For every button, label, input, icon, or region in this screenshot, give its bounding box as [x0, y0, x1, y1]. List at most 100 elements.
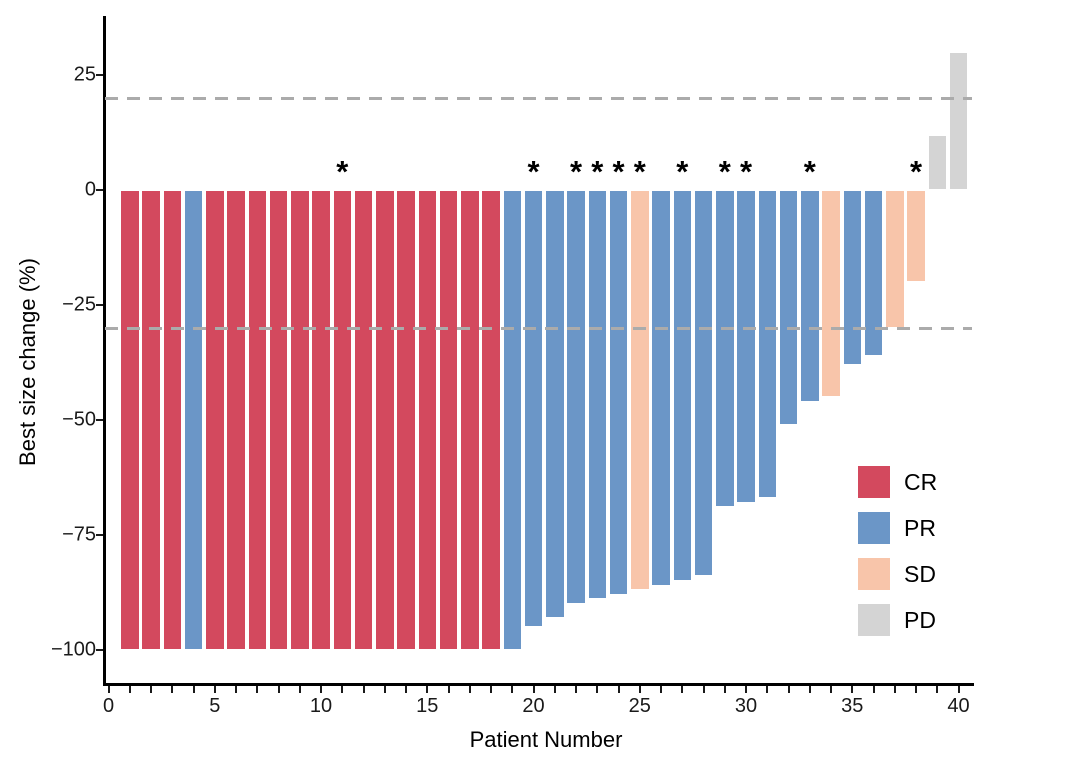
- y-tick-label: 25: [73, 63, 96, 86]
- bar-patient-33: [800, 190, 820, 402]
- x-tick: [575, 685, 577, 693]
- asterisk-marker: *: [612, 154, 625, 189]
- bar-patient-32: [778, 190, 799, 425]
- asterisk-marker: *: [633, 154, 646, 189]
- bar-patient-21: [545, 190, 565, 618]
- legend-swatch-cr: [858, 466, 890, 498]
- bar-patient-7: [247, 190, 267, 650]
- bar-patient-3: [162, 190, 182, 650]
- bar-patient-30: [736, 190, 756, 503]
- x-tick: [766, 685, 769, 693]
- bar-patient-18: [481, 190, 501, 650]
- x-tick-label: 5: [209, 695, 221, 717]
- bar-patient-37: [885, 190, 905, 328]
- bar-patient-20: [523, 190, 544, 627]
- legend-item-cr: CR: [858, 466, 937, 498]
- y-tick: [96, 189, 103, 191]
- asterisk-marker: *: [676, 154, 689, 189]
- bar-patient-2: [141, 190, 161, 650]
- legend: CR PR SD PD: [858, 466, 937, 650]
- legend-label-pr: PR: [904, 514, 936, 541]
- legend-label-sd: SD: [904, 560, 936, 587]
- x-tick: [320, 685, 322, 693]
- bar-patient-24: [608, 190, 629, 595]
- legend-swatch-sd: [858, 558, 890, 590]
- bar-patient-40: [948, 52, 969, 190]
- bar-patient-5: [205, 190, 225, 650]
- bar-patient-39: [927, 134, 947, 190]
- x-tick: [511, 685, 514, 693]
- reference-line: [105, 326, 972, 330]
- y-tick-label: −100: [50, 638, 96, 661]
- asterisk-marker: *: [909, 154, 923, 189]
- x-tick: [915, 685, 917, 693]
- y-tick: [96, 419, 103, 421]
- y-tick: [96, 649, 103, 651]
- asterisk-marker: *: [718, 154, 731, 189]
- bar-patient-10: [311, 190, 331, 650]
- bar-patient-14: [396, 190, 416, 650]
- x-tick: [107, 685, 110, 693]
- asterisk-marker: *: [569, 154, 583, 189]
- x-tick: [213, 685, 216, 693]
- x-tick: [405, 685, 407, 693]
- x-tick: [660, 685, 662, 693]
- x-tick: [872, 685, 875, 693]
- x-axis-spine: [103, 683, 974, 686]
- x-tick: [192, 685, 195, 693]
- x-tick: [553, 685, 556, 693]
- y-tick-label: 0: [84, 178, 96, 201]
- legend-item-sd: SD: [858, 558, 937, 590]
- x-tick: [256, 685, 259, 693]
- bar-patient-31: [757, 190, 777, 499]
- x-tick-label: 15: [416, 695, 439, 717]
- bar-patient-1: [120, 190, 140, 650]
- bar-patient-4: [183, 190, 204, 650]
- bar-patient-17: [460, 190, 480, 650]
- y-tick: [96, 74, 103, 76]
- x-tick: [341, 685, 344, 693]
- x-tick: [957, 685, 960, 693]
- bar-patient-16: [438, 190, 459, 650]
- asterisk-marker: *: [336, 154, 349, 189]
- x-axis-title: Patient Number: [469, 727, 623, 752]
- y-tick-label: −75: [62, 523, 96, 546]
- legend-swatch-pr: [858, 512, 890, 544]
- x-tick: [128, 685, 131, 693]
- bar-patient-8: [268, 190, 289, 650]
- x-tick: [681, 685, 684, 693]
- x-tick: [532, 685, 535, 693]
- reference-line: [105, 96, 972, 100]
- x-tick: [468, 685, 471, 693]
- x-tick-label: 25: [628, 695, 651, 717]
- y-tick-label: −25: [62, 293, 96, 316]
- asterisk-marker: *: [591, 154, 604, 189]
- x-tick-label: 20: [522, 695, 545, 717]
- x-tick: [617, 685, 620, 693]
- legend-swatch-pd: [858, 604, 890, 636]
- x-tick-label: 35: [841, 695, 864, 717]
- legend-item-pd: PD: [858, 604, 937, 636]
- x-tick: [490, 685, 492, 693]
- bar-patient-36: [863, 190, 884, 356]
- bar-patient-23: [587, 190, 607, 600]
- x-tick: [298, 685, 301, 693]
- bar-patient-6: [226, 190, 246, 650]
- bar-patient-22: [566, 190, 586, 604]
- y-axis-title: Best size change (%): [15, 258, 40, 466]
- y-tick: [96, 534, 103, 536]
- x-tick: [277, 685, 280, 693]
- x-tick: [787, 685, 790, 693]
- bar-patient-35: [842, 190, 862, 365]
- asterisk-marker: *: [739, 154, 753, 189]
- x-tick: [702, 685, 705, 693]
- x-tick-label: 0: [102, 695, 115, 717]
- bar-patient-15: [417, 190, 437, 650]
- legend-label-cr: CR: [904, 468, 938, 495]
- x-tick: [638, 685, 641, 693]
- x-tick: [362, 685, 365, 693]
- x-tick: [851, 685, 854, 693]
- x-tick: [447, 685, 450, 693]
- x-tick: [936, 685, 939, 693]
